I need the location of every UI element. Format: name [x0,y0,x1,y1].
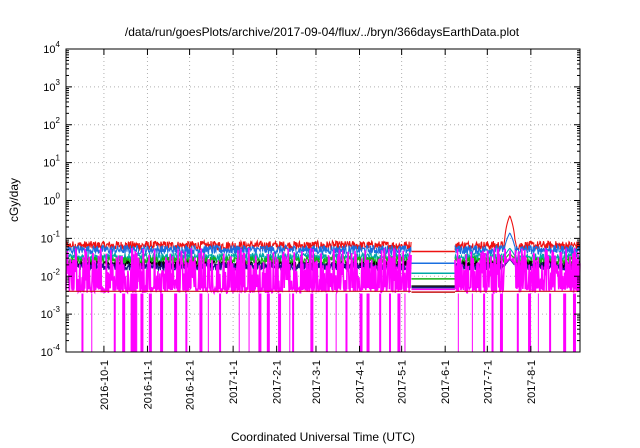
dropout-spike [310,293,314,352]
dropout-spike [266,293,270,352]
x-tick-label: 2017-4-1 [355,360,367,404]
dropout-spike [457,293,459,352]
dropout-spike [345,293,348,352]
dropout-spike [379,293,382,352]
dropout-spike [289,293,291,352]
y-tick-label: 104 [43,40,60,56]
dropout-spike [491,293,494,352]
dropout-spike [278,293,282,352]
series-trace [454,247,581,295]
dropout-spike [366,293,370,352]
dropout-spike [258,293,262,352]
series-trace [65,243,412,257]
y-axis-label: cGy/day [7,178,21,222]
dropout-spike [335,293,337,352]
dropout-spike [140,293,144,352]
series-trace [454,257,581,270]
dropout-spike [122,293,126,352]
dropout-spike [238,293,240,352]
dropout-spike [292,293,295,352]
dropout-spike [471,293,473,352]
dropout-spike [359,293,363,352]
y-tick-label: 103 [43,78,60,94]
dropout-spike [91,293,93,352]
dropout-spike [113,293,116,352]
series-trace [454,258,581,272]
dropout-spike [185,293,188,352]
dropout-spike [572,293,576,352]
x-tick-label: 2017-1-1 [228,360,240,404]
y-tick-label: 101 [43,154,60,170]
dropout-spike [160,293,164,352]
dropout-spike [130,293,134,352]
chart-title: /data/run/goesPlots/archive/2017-09-04/f… [125,25,520,39]
x-tick-label: 2017-3-1 [311,360,323,404]
dropout-spike [516,293,519,352]
dropout-spike [397,293,401,352]
dropout-spike [528,293,532,352]
dropout-spike [174,293,178,352]
x-tick-label: 2017-8-1 [526,360,538,404]
dropout-spike [248,293,250,352]
plot-area [65,215,581,352]
series-trace [454,232,581,256]
dropout-spike [207,293,209,352]
y-axis: 10-4 10-3 10-2 10-1 100 101 102 103 104 [41,40,580,359]
dropout-spike [136,293,138,352]
dropout-spike [537,293,539,352]
x-tick-label: 2016-10-1 [99,360,111,410]
x-tick-label: 2016-12-1 [185,360,197,410]
dropout-spike [563,293,567,352]
y-tick-label: 10-3 [41,305,61,321]
x-tick-label: 2017-6-1 [440,360,452,404]
dropout-spike [404,293,406,352]
dropout-spike [133,293,137,352]
dropout-spike [199,293,203,352]
series-trace [454,215,581,252]
dropout-spike [389,293,392,352]
dropout-spike [325,293,328,352]
dropout-spike [549,293,552,352]
y-tick-label: 10-2 [41,267,61,283]
x-tick-label: 2017-2-1 [272,360,284,404]
dropout-spike [499,293,503,352]
x-axis: 2016-10-1 2016-11-1 2016-12-1 2017-1-1 2017-… [99,49,538,410]
x-tick-label: 2017-7-1 [482,360,494,404]
y-tick-label: 10-4 [41,343,61,359]
dropout-spike [219,293,222,352]
y-tick-label: 10-1 [41,229,61,245]
x-tick-label: 2016-11-1 [142,360,154,409]
y-tick-label: 100 [43,192,60,208]
y-tick-label: 102 [43,116,60,132]
dropout-spike [483,293,486,352]
x-tick-label: 2017-5-1 [397,360,409,404]
dropout-spike [81,293,84,352]
dropout-spike [148,293,152,352]
x-axis-label: Coordinated Universal Time (UTC) [231,430,415,444]
